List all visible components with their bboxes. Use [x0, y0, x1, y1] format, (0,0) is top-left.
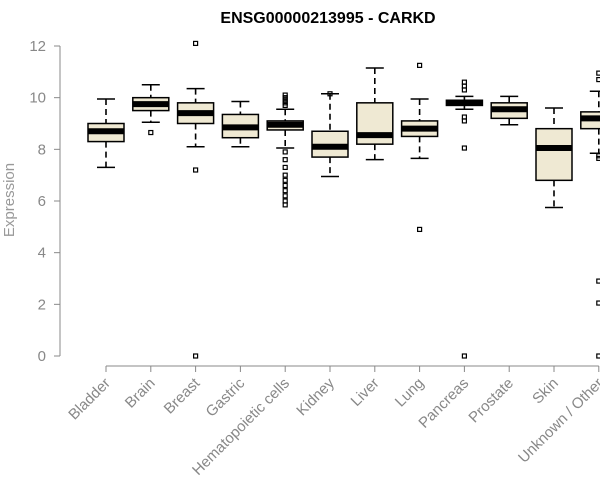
- box-6: [356, 67, 394, 161]
- outlier-point: [193, 353, 199, 359]
- box-0: [87, 98, 125, 169]
- y-axis: 0 2 4 6 8 10 12: [29, 38, 61, 365]
- outlier-point: [282, 172, 288, 178]
- outlier-point: [461, 145, 467, 151]
- outlier-point: [193, 40, 199, 47]
- x-tick-label: Liver: [348, 375, 383, 410]
- x-tick-label: Skin: [529, 375, 562, 408]
- outlier-point: [282, 202, 288, 208]
- outlier-point: [327, 91, 333, 97]
- y-tick-label: 2: [38, 296, 46, 313]
- y-tick-label: 10: [29, 90, 46, 107]
- box-10: [535, 107, 573, 209]
- outlier-point: [596, 353, 600, 359]
- y-tick-label: 4: [38, 245, 46, 262]
- outlier-point: [461, 87, 467, 93]
- outlier-point: [282, 102, 288, 109]
- outlier-point: [417, 62, 423, 68]
- outlier-point: [461, 353, 467, 359]
- outlier-point: [596, 300, 600, 306]
- x-tick-label: Breast: [161, 374, 204, 417]
- outlier-point: [282, 164, 288, 171]
- outlier-point: [417, 226, 423, 233]
- y-axis-label: Expression: [1, 163, 18, 237]
- outlier-point: [193, 167, 199, 173]
- x-tick-label: Bladder: [65, 375, 114, 424]
- box-9: [490, 95, 528, 126]
- box-2: [176, 40, 215, 359]
- y-tick-label: 8: [38, 141, 46, 158]
- outlier-point: [596, 76, 600, 83]
- y-tick-label: 0: [38, 348, 46, 365]
- box-3: [221, 100, 260, 148]
- outlier-point: [596, 155, 600, 161]
- outlier-point: [282, 193, 288, 199]
- x-tick-label: Lung: [392, 375, 428, 411]
- outlier-point: [596, 278, 600, 284]
- outlier-point: [148, 129, 154, 136]
- outlier-point: [596, 70, 600, 76]
- x-tick-label: Prostate: [465, 375, 517, 427]
- chart-title: ENSG00000213995 - CARKD: [220, 10, 435, 27]
- box-series: [87, 40, 600, 359]
- box-4: [266, 92, 304, 208]
- outlier-point: [282, 182, 288, 189]
- outlier-point: [461, 118, 467, 124]
- box-iqr: [535, 127, 573, 182]
- box-11: [580, 70, 600, 359]
- outlier-point: [282, 177, 288, 183]
- box-5: [311, 91, 349, 178]
- outlier-point: [282, 188, 288, 194]
- y-tick-label: 6: [38, 193, 46, 210]
- outlier-point: [282, 149, 288, 155]
- box-7: [400, 62, 439, 233]
- x-tick-label: Kidney: [293, 374, 338, 419]
- box-1: [132, 84, 170, 136]
- box-8: [445, 79, 484, 359]
- y-tick-label: 12: [29, 38, 46, 55]
- x-tick-label: Brain: [122, 375, 159, 412]
- outlier-point: [282, 157, 288, 163]
